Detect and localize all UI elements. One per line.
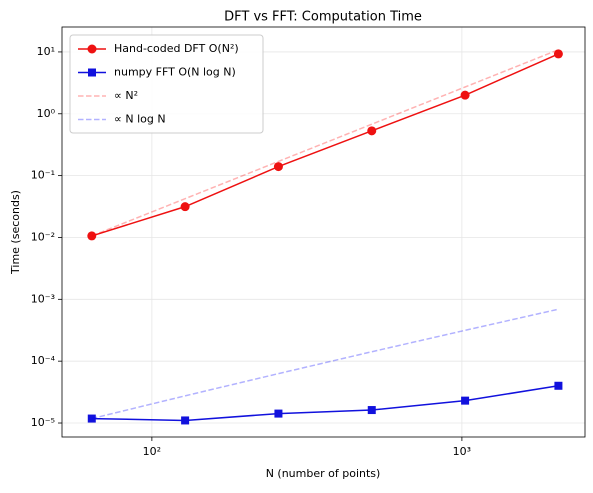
marker [181,416,190,425]
series-line [91,49,559,237]
y-tick-label: 10⁻⁵ [31,416,55,429]
marker [554,381,563,390]
legend-box [69,34,264,134]
series-line [91,308,559,420]
y-tick-label: 10⁻⁴ [31,354,56,367]
y-tick-label: 10⁻² [31,230,55,243]
marker [367,406,376,415]
legend-label: ∝ N log N [114,113,166,126]
y-tick-label: 10⁻³ [31,292,55,305]
x-tick-label: 10³ [453,445,471,458]
y-tick-label: 10⁻¹ [31,169,55,182]
series-line [91,53,559,237]
marker [273,162,283,172]
marker [180,202,190,212]
series-line [91,385,559,422]
marker [87,44,97,54]
x-axis-label: N (number of points) [266,467,381,480]
marker [367,126,377,136]
x-tick-label: 10² [143,445,161,458]
legend-label: ∝ N² [114,89,138,102]
marker [87,231,97,241]
legend-label: Hand-coded DFT O(N²) [114,42,239,55]
legend-label: numpy FFT O(N log N) [114,66,236,79]
y-tick-label: 10¹ [37,45,55,58]
plot-frame [61,26,586,438]
y-axis-label: Time (seconds) [9,190,22,275]
marker [460,90,470,100]
marker [461,396,470,405]
y-tick-label: 10⁰ [37,107,56,120]
marker [88,68,96,77]
marker [274,409,283,418]
chart-title: DFT vs FFT: Computation Time [224,10,422,25]
marker [553,49,563,59]
marker [87,414,96,423]
